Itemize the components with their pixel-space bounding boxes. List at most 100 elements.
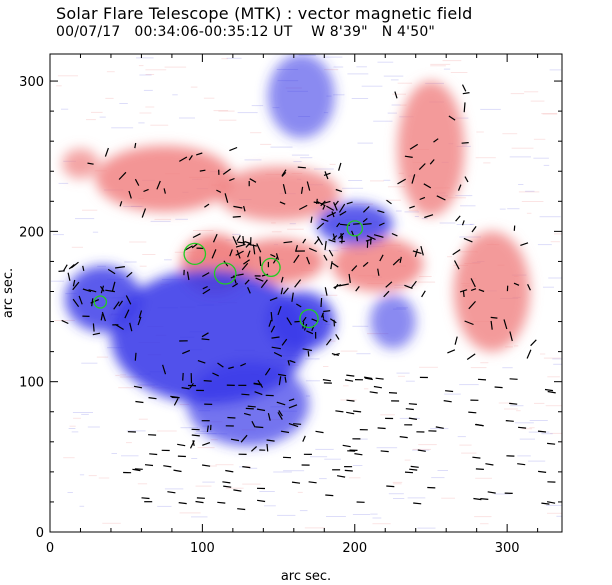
noise-streak [315,448,334,450]
noise-streak [143,89,153,91]
field-vector [378,222,385,227]
noise-streak [383,75,404,77]
field-vector [197,360,206,364]
field-vector [339,210,347,216]
noise-streak [79,505,85,507]
field-vector [328,239,336,243]
field-vector [243,412,251,416]
field-vector [232,215,241,218]
field-vector [477,378,487,381]
noise-streak [250,132,262,134]
noise-streak [450,72,468,73]
field-vector [202,285,208,290]
noise-streak [404,459,411,461]
field-vector [173,469,182,473]
noise-streak [417,527,436,529]
field-vector [189,440,195,449]
field-vector [417,449,426,452]
field-vector [67,272,71,281]
field-vector [336,222,341,228]
noise-streak [475,157,496,159]
noise-streak [517,455,531,457]
field-vector [323,310,331,313]
noise-streak [145,69,167,71]
noise-streak [142,254,156,255]
noise-streak [430,65,446,67]
field-vector [129,322,133,332]
noise-streak [502,133,518,135]
field-vector [328,249,334,257]
field-vector [448,115,456,121]
field-vector [391,232,398,237]
field-vector [424,214,434,219]
field-vector [320,312,325,318]
field-vector [386,485,395,488]
field-vector [461,142,469,144]
noise-streak [190,86,198,88]
y-tick-label: 100 [19,376,44,391]
field-vector [421,290,426,298]
negative-region [267,54,335,139]
field-vector [377,210,385,214]
field-vector [435,426,444,429]
field-vector [279,201,286,205]
field-vector [373,234,384,238]
field-vector [346,374,355,377]
noise-streak [530,100,545,102]
field-vector [178,502,187,505]
field-vector [202,272,210,278]
field-vector [270,253,276,258]
noise-streak [541,433,553,435]
field-vector [134,142,137,149]
field-vector [300,186,304,194]
noise-streak [521,428,533,430]
noise-streak [394,287,410,289]
field-vector [462,291,465,298]
noise-streak [352,514,371,515]
field-vector [544,388,554,392]
noise-streak [476,131,484,133]
field-vector [163,465,172,468]
noise-streak [260,143,272,145]
field-vector [487,491,496,494]
field-vector [82,288,92,293]
field-vector [227,416,236,419]
noise-streak [370,513,378,515]
noise-streak [474,516,492,518]
field-vector [331,262,339,268]
field-vector [132,468,141,472]
noise-streak [242,483,261,485]
noise-streak [387,112,397,114]
field-vector [315,430,324,434]
field-vector [236,235,241,242]
field-vector [527,284,531,291]
field-vector [356,235,358,242]
field-vector [223,485,232,488]
field-vector [256,408,266,412]
noise-streak [373,120,393,122]
noise-streak [395,210,402,212]
noise-streak [58,182,69,184]
field-vector [100,285,105,292]
field-vector [72,279,76,287]
noise-streak [259,491,275,492]
noise-streak [524,91,539,93]
noise-streak [388,493,404,495]
noise-streak [421,218,428,220]
noise-streak [300,168,310,170]
noise-streak [54,320,75,321]
negative-region [370,294,416,349]
field-vector [485,463,494,466]
x-axis-label: arc sec. [281,569,331,584]
noise-streak [417,281,436,283]
field-vector [282,287,289,295]
field-vector [288,398,295,402]
noise-streak [459,444,472,446]
field-vector [325,494,334,497]
noise-streak [459,384,479,386]
noise-streak [352,325,369,327]
field-vector [224,193,229,203]
noise-streak [138,122,145,124]
noise-streak [105,97,114,99]
field-vector [517,463,526,466]
